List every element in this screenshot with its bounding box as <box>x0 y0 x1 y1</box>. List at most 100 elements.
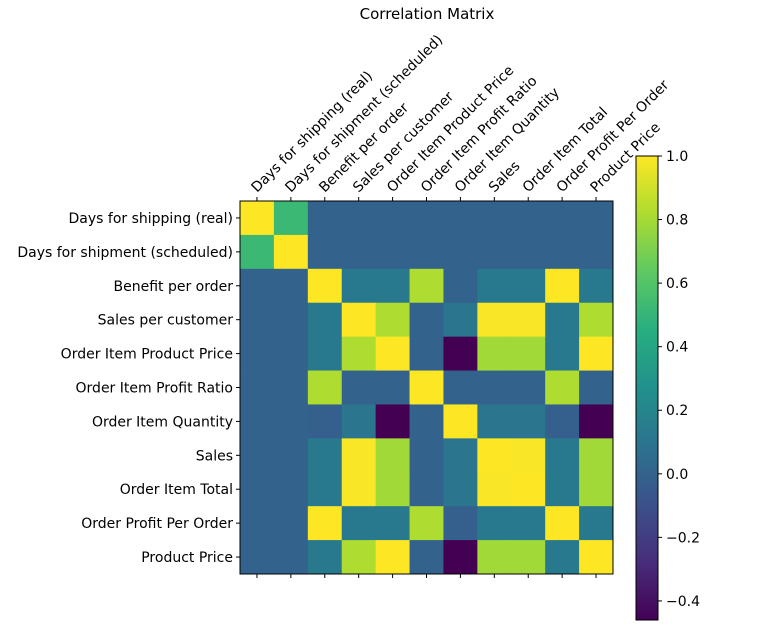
heatmap-cell <box>307 404 343 439</box>
heatmap-cell <box>511 336 546 371</box>
colorbar-tick-label: 0.0 <box>666 467 688 483</box>
heatmap-cell <box>375 234 410 270</box>
heatmap-cell <box>443 540 478 575</box>
heatmap-cell <box>409 370 444 405</box>
heatmap-cell <box>307 438 343 473</box>
heatmap-cell <box>545 336 580 371</box>
heatmap-cell <box>273 506 309 541</box>
heatmap-cell <box>443 506 478 541</box>
heatmap-cell <box>375 302 410 338</box>
heatmap-cell <box>409 268 444 304</box>
colorbar-tick-label: 0.6 <box>666 276 688 292</box>
heatmap-cell <box>307 201 343 236</box>
y-tick-label: Product Price <box>141 550 233 566</box>
colorbar-tick-label: −0.2 <box>666 530 700 546</box>
y-tick-label: Sales <box>196 448 233 464</box>
heatmap-cell <box>240 472 275 507</box>
heatmap-cell <box>307 234 343 270</box>
heatmap-cell <box>579 404 614 439</box>
heatmap-cell <box>409 506 444 541</box>
heatmap-cell <box>545 302 580 338</box>
heatmap-cell <box>545 370 580 405</box>
heatmap-cell <box>240 336 275 371</box>
heatmap-cell <box>579 201 614 236</box>
heatmap-cell <box>579 472 614 507</box>
heatmap-cell <box>477 234 512 270</box>
y-axis-ticks: Days for shipping (real) Days for shipmen… <box>17 211 240 566</box>
colorbar-tick-label: 0.2 <box>666 403 688 419</box>
heatmap-cell <box>273 302 309 338</box>
heatmap-cell <box>511 268 546 304</box>
heatmap-cell <box>579 438 614 473</box>
heatmap-cell <box>341 438 377 473</box>
heatmap-cell <box>240 506 275 541</box>
heatmap-cell <box>579 268 614 304</box>
heatmap-cell <box>409 201 444 236</box>
heatmap-cell <box>307 506 343 541</box>
heatmap-cell <box>443 201 478 236</box>
heatmap-cell <box>375 506 410 541</box>
heatmap-cell <box>443 234 478 270</box>
chart-title: Correlation Matrix <box>360 5 495 23</box>
heatmap-cell <box>545 540 580 575</box>
plot-frame <box>239 200 614 575</box>
heatmap-cell <box>579 336 614 371</box>
heatmap-cell <box>240 438 275 473</box>
heatmap-cell <box>545 472 580 507</box>
heatmap-cell <box>273 234 309 270</box>
heatmap-cell <box>511 201 546 236</box>
heatmap-cell <box>307 370 343 405</box>
heatmap-cell <box>443 370 478 405</box>
heatmap-cells <box>240 201 614 575</box>
heatmap-cell <box>273 336 309 371</box>
heatmap-cell <box>579 234 614 270</box>
heatmap-cell <box>409 404 444 439</box>
heatmap-cell <box>477 336 512 371</box>
colorbar-tick-label: 0.8 <box>666 213 688 229</box>
heatmap-cell <box>240 201 275 236</box>
heatmap-cell <box>409 302 444 338</box>
heatmap-cell <box>477 302 512 338</box>
heatmap-cell <box>477 472 512 507</box>
colorbar-gradient <box>635 155 659 621</box>
heatmap-cell <box>545 404 580 439</box>
y-tick-label: Days for shipping (real) <box>69 211 233 227</box>
heatmap-cell <box>273 438 309 473</box>
heatmap-cell <box>511 370 546 405</box>
y-tick-label: Order Profit Per Order <box>81 516 233 532</box>
heatmap-cell <box>477 268 512 304</box>
y-tick-label: Order Item Product Price <box>61 347 233 363</box>
heatmap-cell <box>545 234 580 270</box>
colorbar-tick-label: 0.4 <box>666 340 688 356</box>
heatmap-cell <box>375 472 410 507</box>
heatmap-cell <box>443 268 478 304</box>
heatmap-cell <box>477 201 512 236</box>
heatmap-cell <box>375 336 410 371</box>
heatmap-cell <box>341 472 377 507</box>
heatmap-cell <box>511 404 546 439</box>
heatmap-cell <box>240 404 275 439</box>
heatmap-cell <box>477 506 512 541</box>
heatmap-cell <box>477 370 512 405</box>
heatmap-cell <box>240 370 275 405</box>
heatmap-cell <box>273 540 309 575</box>
heatmap-cell <box>579 506 614 541</box>
heatmap-cell <box>477 404 512 439</box>
y-tick-label: Order Item Total <box>120 482 233 498</box>
colorbar-tick-label: 1.0 <box>666 149 688 165</box>
heatmap-cell <box>307 472 343 507</box>
heatmap-cell <box>240 302 275 338</box>
heatmap-cell <box>273 404 309 439</box>
heatmap-cell <box>545 438 580 473</box>
heatmap-cell <box>240 234 275 270</box>
heatmap-cell <box>307 268 343 304</box>
heatmap-cell <box>443 336 478 371</box>
heatmap-cell <box>341 506 377 541</box>
heatmap-cell <box>341 302 377 338</box>
heatmap-cell <box>409 438 444 473</box>
heatmap-cell <box>307 302 343 338</box>
heatmap-cell <box>545 506 580 541</box>
heatmap-cell <box>477 438 512 473</box>
heatmap-cell <box>341 540 377 575</box>
heatmap-cell <box>511 506 546 541</box>
